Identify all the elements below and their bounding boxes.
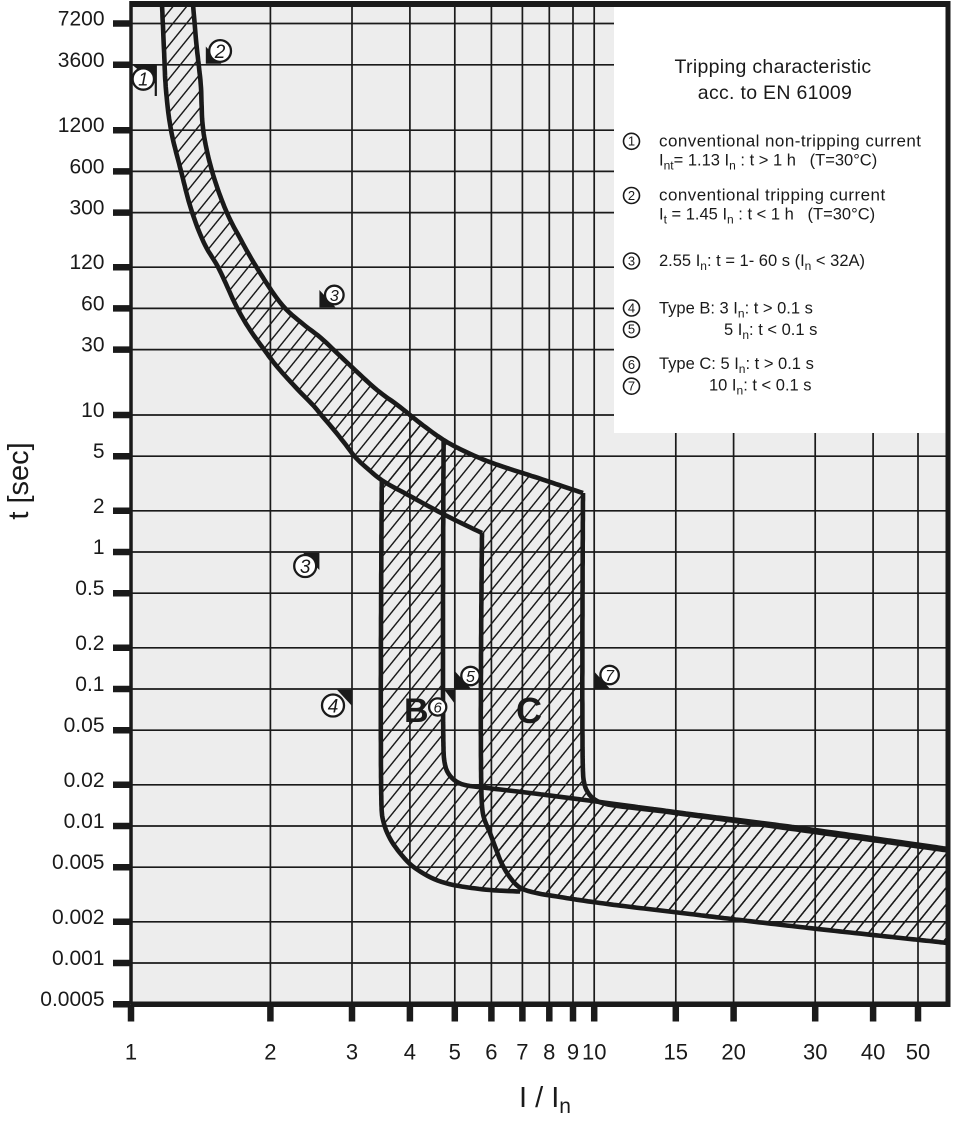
svg-text:60: 60 [81, 292, 104, 315]
svg-text:600: 600 [69, 155, 104, 178]
svg-text:3: 3 [628, 253, 635, 268]
svg-text:30: 30 [803, 1040, 827, 1065]
svg-text:2: 2 [628, 188, 635, 203]
svg-text:Type C: 5 In: t > 0.1 s: Type C: 5 In: t > 0.1 s [659, 355, 814, 376]
svg-text:5: 5 [449, 1040, 461, 1065]
svg-text:t [sec]: t [sec] [3, 442, 35, 519]
svg-text:2.55 In: t = 1- 60 s (In < 32A: 2.55 In: t = 1- 60 s (In < 32A) [659, 252, 865, 273]
svg-text:5: 5 [628, 322, 635, 337]
svg-text:6: 6 [434, 699, 443, 716]
svg-text:10: 10 [582, 1040, 606, 1065]
svg-text:0.001: 0.001 [52, 947, 105, 970]
svg-text:It = 1.45 In : t < 1 h (T=30: It = 1.45 In : t < 1 h (T=30°C) [659, 206, 875, 227]
svg-text:0.005: 0.005 [52, 851, 105, 874]
svg-text:5: 5 [93, 440, 105, 463]
svg-text:3: 3 [330, 288, 339, 305]
svg-text:2: 2 [264, 1040, 276, 1065]
svg-text:40: 40 [861, 1040, 885, 1065]
svg-text:1200: 1200 [58, 114, 105, 137]
svg-text:0.2: 0.2 [75, 632, 104, 655]
svg-text:4: 4 [328, 696, 339, 717]
svg-text:0.1: 0.1 [75, 673, 104, 696]
svg-text:0.002: 0.002 [52, 906, 105, 929]
svg-text:6: 6 [628, 357, 635, 372]
svg-text:5: 5 [466, 669, 475, 686]
svg-text:2: 2 [93, 495, 105, 518]
svg-text:4: 4 [628, 300, 635, 315]
svg-text:30: 30 [81, 334, 104, 357]
svg-text:conventional tripping current: conventional tripping current [659, 186, 886, 205]
svg-text:120: 120 [69, 251, 104, 274]
svg-text:Tripping characteristic: Tripping characteristic [675, 56, 872, 78]
svg-text:0.0005: 0.0005 [40, 988, 104, 1011]
svg-text:5 In: t < 0.1 s: 5 In: t < 0.1 s [724, 321, 817, 342]
svg-text:4: 4 [404, 1040, 416, 1065]
svg-text:7200: 7200 [58, 8, 105, 31]
svg-text:1: 1 [628, 134, 635, 149]
svg-text:acc. to EN 61009: acc. to EN 61009 [698, 82, 852, 104]
svg-text:0.01: 0.01 [64, 810, 105, 833]
svg-text:Type B: 3 In: t > 0.1 s: Type B: 3 In: t > 0.1 s [659, 299, 813, 320]
svg-text:3600: 3600 [58, 49, 105, 72]
svg-text:0.5: 0.5 [75, 577, 104, 600]
svg-text:2: 2 [214, 42, 226, 63]
svg-text:10: 10 [81, 399, 104, 422]
svg-text:Int= 1.13 In : t > 1 h (T=30: Int= 1.13 In : t > 1 h (T=30°C) [659, 152, 877, 173]
svg-text:3: 3 [300, 557, 311, 578]
svg-text:0.02: 0.02 [64, 769, 105, 792]
svg-text:7: 7 [605, 668, 615, 685]
svg-text:8: 8 [543, 1040, 555, 1065]
svg-text:6: 6 [485, 1040, 497, 1065]
svg-text:1: 1 [93, 536, 105, 559]
svg-text:C: C [516, 690, 542, 731]
svg-text:B: B [404, 692, 429, 730]
svg-text:conventional non-tripping curr: conventional non-tripping current [659, 132, 921, 151]
svg-text:0.05: 0.05 [64, 714, 105, 737]
svg-text:7: 7 [628, 379, 635, 394]
svg-text:7: 7 [516, 1040, 528, 1065]
svg-text:3: 3 [346, 1040, 358, 1065]
svg-text:1: 1 [138, 69, 148, 90]
svg-text:1: 1 [125, 1040, 137, 1065]
svg-text:300: 300 [69, 197, 104, 220]
svg-text:15: 15 [664, 1040, 688, 1065]
svg-text:50: 50 [906, 1040, 930, 1065]
svg-text:20: 20 [721, 1040, 745, 1065]
svg-text:10 In: t < 0.1 s: 10 In: t < 0.1 s [709, 377, 812, 398]
svg-text:9: 9 [567, 1040, 579, 1065]
